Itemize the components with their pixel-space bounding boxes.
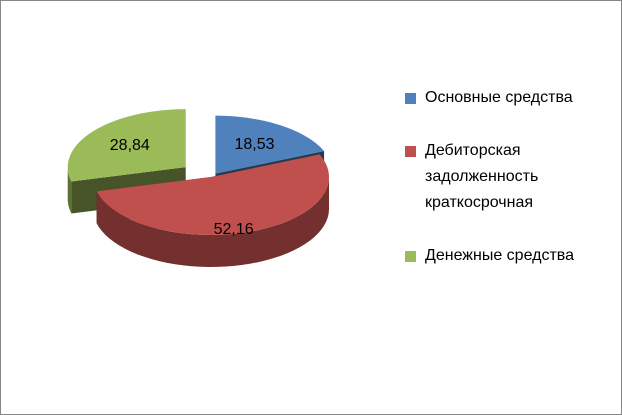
slice: [67, 109, 186, 182]
legend-label: Дебиторская задолженность краткосрочная: [425, 142, 539, 211]
legend-swatch: [405, 146, 416, 157]
legend-item: Основные средства: [405, 85, 615, 111]
legend-swatch: [405, 251, 416, 262]
slice-side: [96, 177, 329, 267]
pie-plot: 18,53 52,16 28,84: [67, 109, 329, 267]
legend-label: Основные средства: [425, 89, 573, 106]
data-label: 52,16: [214, 221, 254, 238]
slice: [96, 154, 329, 235]
data-label: 28,84: [110, 137, 150, 154]
legend-item: Денежные средства: [405, 243, 615, 269]
legend: Основные средства Дебиторская задолженнос…: [405, 85, 615, 296]
legend-label: Денежные средства: [425, 247, 574, 264]
data-label: 18,53: [234, 136, 274, 153]
legend-swatch: [405, 93, 416, 104]
slice: [215, 115, 325, 174]
slice-side: [67, 167, 72, 214]
legend-item: Дебиторская задолженность краткосрочная: [405, 138, 615, 216]
